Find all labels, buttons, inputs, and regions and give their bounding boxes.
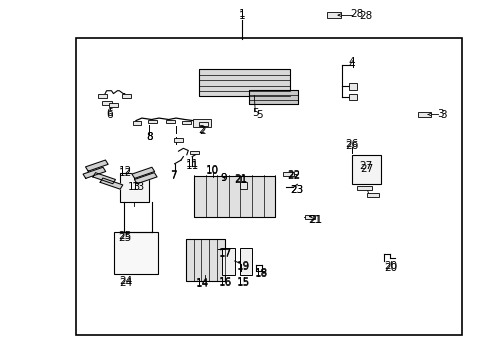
- Text: 20: 20: [384, 261, 397, 271]
- Bar: [351, 155, 381, 184]
- Bar: [148, 120, 157, 123]
- Bar: [194, 175, 274, 217]
- Text: 11: 11: [185, 159, 199, 169]
- Polygon shape: [85, 160, 108, 171]
- Bar: [356, 186, 371, 190]
- Text: 27: 27: [358, 161, 372, 171]
- Text: 17: 17: [219, 249, 232, 259]
- Bar: [239, 182, 246, 189]
- Text: 7: 7: [170, 170, 177, 180]
- Text: 26: 26: [345, 139, 358, 149]
- Text: 17: 17: [219, 248, 232, 258]
- Bar: [199, 122, 207, 126]
- Bar: [366, 193, 378, 197]
- Text: 11: 11: [185, 161, 199, 171]
- Text: 24: 24: [119, 276, 133, 286]
- Text: 8: 8: [145, 132, 152, 142]
- Text: 13: 13: [131, 182, 145, 192]
- Text: 4: 4: [348, 60, 355, 70]
- Text: 9: 9: [220, 173, 227, 183]
- Bar: [222, 248, 234, 275]
- Text: 2: 2: [198, 125, 205, 135]
- Bar: [122, 94, 130, 98]
- Text: 8: 8: [145, 132, 152, 142]
- Bar: [165, 120, 174, 123]
- Text: 1: 1: [238, 9, 245, 19]
- Bar: [120, 173, 149, 202]
- Text: 13: 13: [127, 182, 141, 192]
- Text: 22: 22: [286, 170, 300, 180]
- Text: 6: 6: [106, 108, 113, 118]
- Bar: [199, 69, 289, 96]
- Text: 10: 10: [206, 166, 219, 176]
- Bar: [193, 119, 210, 127]
- Text: 18: 18: [254, 269, 268, 279]
- Text: 21: 21: [308, 215, 322, 225]
- Text: 14: 14: [196, 278, 209, 288]
- Text: 20: 20: [384, 263, 397, 273]
- Text: 16: 16: [218, 276, 231, 287]
- Bar: [190, 151, 199, 154]
- Bar: [249, 90, 298, 104]
- Bar: [283, 172, 293, 176]
- Text: 24: 24: [119, 278, 133, 288]
- Text: 10: 10: [206, 165, 219, 175]
- Text: 18: 18: [254, 268, 268, 278]
- Bar: [348, 94, 356, 100]
- Text: 7: 7: [170, 171, 177, 181]
- Text: 6: 6: [106, 110, 113, 120]
- Text: 15: 15: [236, 276, 249, 287]
- Bar: [348, 83, 356, 90]
- Bar: [76, 38, 461, 335]
- Text: 21: 21: [234, 175, 247, 185]
- Text: 12: 12: [119, 168, 132, 178]
- Text: 12: 12: [119, 166, 132, 176]
- Text: 27: 27: [359, 164, 373, 174]
- Text: 19: 19: [236, 262, 249, 272]
- Text: 25: 25: [118, 231, 131, 241]
- Text: 22: 22: [286, 171, 300, 181]
- Text: 14: 14: [196, 279, 209, 289]
- Bar: [108, 103, 118, 107]
- Bar: [132, 121, 141, 125]
- Text: 2: 2: [199, 126, 206, 136]
- Bar: [417, 112, 430, 117]
- Text: 16: 16: [218, 278, 231, 288]
- Text: 9: 9: [220, 173, 227, 183]
- Polygon shape: [83, 167, 105, 178]
- Text: 5: 5: [251, 108, 258, 118]
- Text: 3: 3: [436, 109, 443, 119]
- Text: 21: 21: [307, 215, 321, 225]
- Text: 4: 4: [348, 57, 355, 67]
- Text: 28: 28: [359, 11, 372, 21]
- Bar: [239, 248, 251, 275]
- Text: 25: 25: [118, 233, 131, 243]
- Bar: [182, 121, 191, 124]
- Text: 23: 23: [290, 185, 304, 195]
- Text: 26: 26: [345, 141, 358, 151]
- Text: 19: 19: [236, 261, 249, 271]
- Bar: [98, 94, 107, 98]
- Text: 23: 23: [290, 185, 304, 195]
- Bar: [185, 239, 224, 281]
- Bar: [305, 215, 314, 219]
- Polygon shape: [134, 173, 157, 184]
- Bar: [326, 12, 341, 18]
- Bar: [114, 232, 158, 274]
- Bar: [102, 101, 112, 105]
- Text: 5: 5: [255, 110, 262, 120]
- Text: 28: 28: [349, 9, 363, 19]
- Text: 1: 1: [238, 11, 245, 21]
- Bar: [173, 138, 183, 142]
- Text: 15: 15: [236, 278, 249, 288]
- Polygon shape: [93, 173, 115, 184]
- Text: 21: 21: [234, 174, 247, 184]
- Polygon shape: [132, 167, 154, 178]
- Polygon shape: [100, 178, 122, 189]
- Text: 3: 3: [439, 110, 446, 120]
